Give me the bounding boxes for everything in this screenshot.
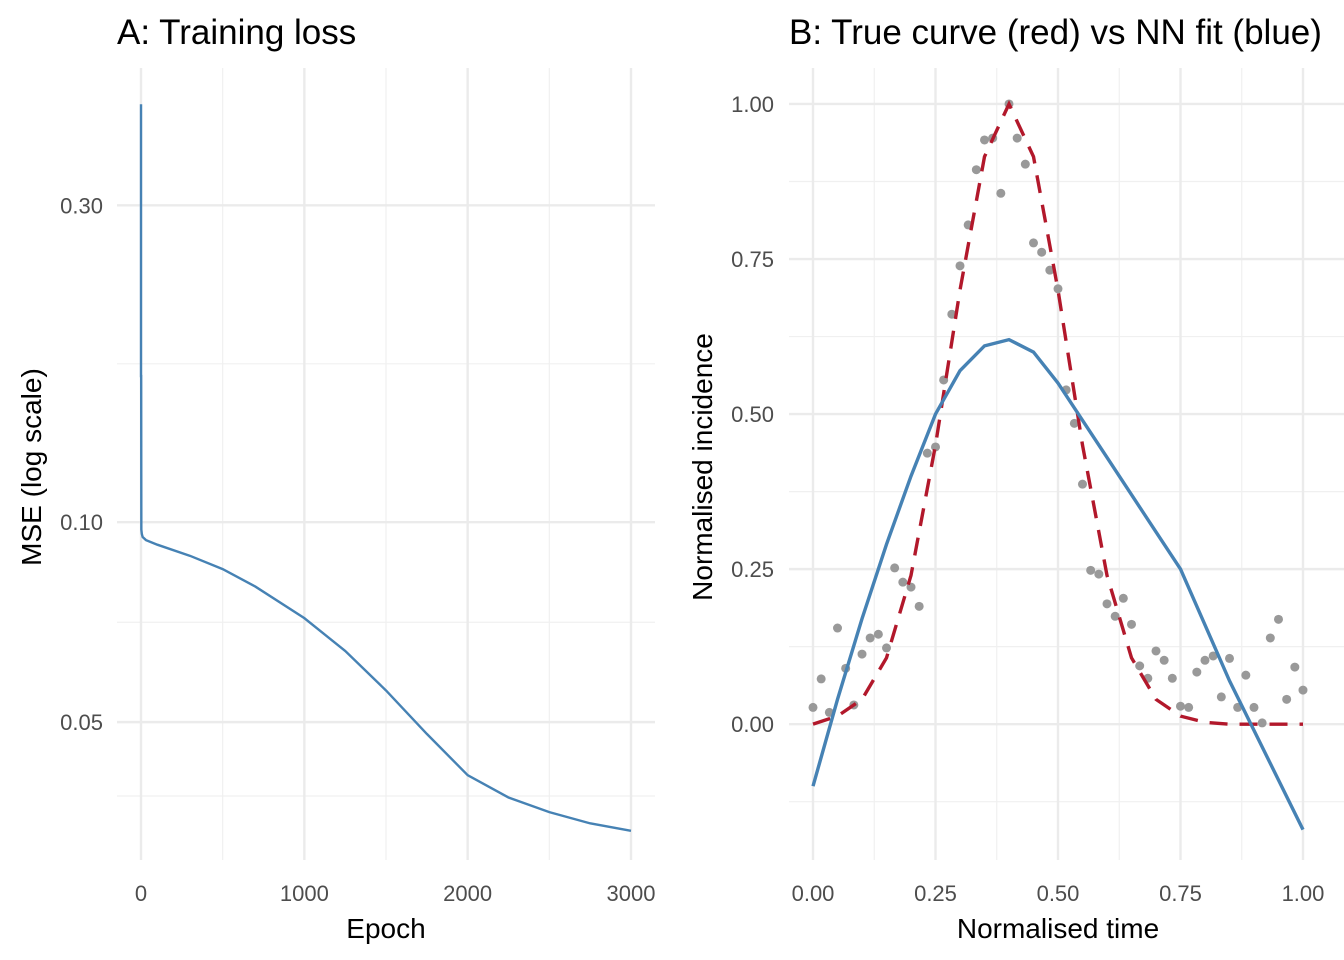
observed-point	[955, 261, 965, 271]
observed-point	[1200, 655, 1210, 665]
observed-point	[1216, 692, 1226, 702]
panel-b-y-axis-title: Normalised incidence	[687, 333, 718, 601]
observed-point	[1208, 651, 1218, 661]
panel-a-series	[139, 104, 632, 833]
observed-point	[890, 563, 900, 573]
observed-point	[922, 448, 932, 458]
observed-point	[1184, 702, 1194, 712]
observed-point	[857, 649, 867, 659]
observed-point	[1135, 661, 1145, 671]
observed-point	[1175, 701, 1185, 711]
panel-a-x-axis-title: Epoch	[346, 913, 425, 944]
panel-b-x-axis-title: Normalised time	[957, 913, 1159, 944]
observed-point	[1224, 653, 1234, 663]
panel-a-gridlines	[117, 68, 655, 860]
observed-point	[873, 629, 883, 639]
observed-point	[1110, 611, 1120, 621]
observed-point	[865, 633, 875, 643]
observed-point	[1290, 662, 1300, 672]
y-tick-label: 0.25	[731, 557, 774, 582]
y-tick-label: 0.00	[731, 712, 774, 737]
observed-point	[947, 309, 957, 319]
observed-point	[898, 577, 908, 587]
y-tick-label: 0.75	[731, 247, 774, 272]
observed-point	[1167, 673, 1177, 683]
x-tick-label: 1000	[280, 881, 329, 906]
x-tick-label: 0.25	[914, 881, 957, 906]
y-tick-label: 0.50	[731, 402, 774, 427]
panel-a-y-axis-title: MSE (log scale)	[16, 368, 47, 566]
observed-point	[1053, 284, 1063, 294]
observed-point	[1241, 670, 1251, 680]
x-tick-label: 0	[135, 881, 147, 906]
observed-point	[1159, 655, 1169, 665]
observed-point	[1126, 619, 1136, 629]
observed-point	[1077, 479, 1087, 489]
observed-point	[1273, 614, 1283, 624]
observed-point	[1265, 633, 1275, 643]
observed-point	[1029, 238, 1039, 248]
observed-point	[980, 135, 990, 145]
panel-b-title: B: True curve (red) vs NN fit (blue)	[789, 13, 1322, 52]
observed-point	[1069, 418, 1079, 428]
observed-point	[1118, 593, 1128, 603]
panel-b-curve-fit: B: True curve (red) vs NN fit (blue) 0.0…	[687, 13, 1344, 944]
y-tick-label: 0.30	[60, 193, 103, 218]
observed-point	[882, 643, 892, 653]
observed-point	[1020, 159, 1030, 169]
x-tick-label: 1.00	[1282, 881, 1325, 906]
observed-point	[1086, 565, 1096, 575]
panel-a-title: A: Training loss	[117, 13, 356, 52]
observed-point	[971, 165, 981, 175]
observed-point	[1192, 667, 1202, 677]
x-tick-label: 3000	[607, 881, 656, 906]
observed-point	[1298, 685, 1308, 695]
observed-point	[1094, 569, 1104, 579]
observed-point	[808, 702, 818, 712]
x-tick-label: 0.00	[792, 881, 835, 906]
nn-fit-line	[811, 337, 1305, 831]
panel-b-ticks: 0.00 0.25 0.50 0.75 1.00 0.00 0.25 0.50 0.75 1.00	[731, 92, 1324, 906]
observed-point	[914, 601, 924, 611]
panel-a-training-loss: A: Training loss 0 1000 2000 3000 0.05 0.10 0.…	[16, 13, 655, 944]
observed-point	[1282, 694, 1292, 704]
observed-point	[1037, 247, 1047, 257]
observed-point	[1012, 133, 1022, 143]
y-tick-label: 0.10	[60, 510, 103, 535]
y-tick-label: 0.05	[60, 710, 103, 735]
observed-point	[996, 188, 1006, 198]
observed-point	[906, 582, 916, 592]
panel-a-ticks: 0 1000 2000 3000 0.05 0.10 0.30	[60, 193, 655, 906]
x-tick-label: 0.75	[1159, 881, 1202, 906]
loss-line	[139, 104, 632, 833]
observed-point	[1257, 718, 1267, 728]
observed-point	[816, 674, 826, 684]
observed-point	[1151, 646, 1161, 656]
observed-point	[1045, 265, 1055, 275]
x-tick-label: 2000	[443, 881, 492, 906]
true-curve-line	[812, 99, 1303, 726]
observed-point	[833, 623, 843, 633]
x-tick-label: 0.50	[1037, 881, 1080, 906]
y-tick-label: 1.00	[731, 92, 774, 117]
observed-point	[1249, 702, 1259, 712]
panel-b-series	[808, 99, 1308, 831]
observed-point	[1102, 599, 1112, 609]
